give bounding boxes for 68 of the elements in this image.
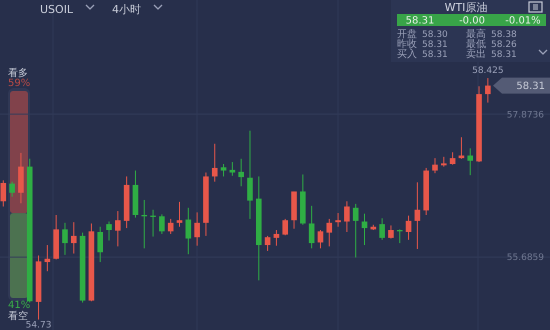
candlestick	[432, 158, 438, 174]
annotation: -0.00	[459, 16, 485, 26]
candlestick	[362, 213, 368, 246]
candlestick	[396, 228, 403, 244]
annotation: 买入	[397, 48, 417, 60]
candlestick	[344, 200, 350, 232]
annotation: 开盘	[397, 28, 417, 40]
chart-title: WTI原油	[444, 1, 488, 14]
candlestick	[150, 209, 156, 238]
candlestick	[238, 158, 244, 187]
annotation: 58.38	[491, 30, 518, 40]
annotation: USOIL	[40, 3, 74, 16]
candlestick	[274, 230, 280, 246]
candlestick	[379, 218, 385, 240]
annotation: 最高	[466, 28, 486, 40]
candlestick	[352, 203, 358, 258]
candlestick	[318, 230, 324, 249]
candlestick	[458, 136, 464, 160]
annotation: 58.31	[491, 50, 517, 60]
candlestick	[247, 130, 253, 220]
candlestick	[70, 222, 77, 254]
candlestick	[176, 201, 182, 228]
data-label: 41%	[8, 300, 30, 311]
y-tick-label: 57.8736	[506, 110, 544, 120]
candlestick	[282, 218, 288, 236]
candlestick	[441, 156, 447, 168]
data-label: 59%	[8, 78, 30, 89]
annotation: 54.73	[26, 320, 52, 330]
candlestick	[230, 162, 236, 176]
candlestick	[141, 199, 148, 249]
candlestick	[414, 182, 420, 250]
candlestick	[44, 244, 50, 272]
annotation: 58.425	[472, 66, 504, 76]
candlestick	[212, 143, 218, 182]
annotation: 4小时	[112, 3, 141, 16]
candlestick	[106, 221, 112, 241]
annotation: 58.31	[406, 16, 434, 26]
candlestick	[159, 214, 165, 234]
annotation: 卖出	[466, 48, 486, 60]
text: -0.01%	[505, 16, 541, 26]
candlestick	[97, 226, 104, 263]
candlestick	[406, 215, 412, 240]
candlestick	[168, 218, 174, 234]
y-tick-label: 55.6859	[506, 253, 544, 264]
candlestick	[388, 224, 394, 240]
candlestick	[450, 152, 456, 166]
candlestick	[467, 148, 474, 176]
candlestick	[194, 212, 200, 246]
annotation: 最低	[466, 39, 486, 50]
candlestick	[115, 210, 121, 247]
candlestick	[326, 218, 332, 247]
annotation: 58.31	[422, 40, 448, 50]
candlestick	[186, 207, 192, 255]
text: 58.31	[516, 81, 545, 92]
annotation: 58.30	[422, 30, 448, 40]
annotation: 昨收	[397, 38, 417, 50]
candlestick	[9, 181, 15, 198]
candlestick	[308, 205, 314, 249]
category-label: 看空	[8, 310, 28, 322]
candlestick	[264, 235, 270, 252]
category-label: 看多	[8, 67, 28, 79]
candlestick	[220, 164, 226, 177]
candlestick	[0, 180, 6, 207]
candlestick	[485, 78, 491, 104]
candlestick	[62, 222, 68, 256]
annotation: 58.26	[491, 40, 518, 50]
candlestick	[335, 212, 341, 228]
annotation: 58.31	[422, 50, 448, 60]
